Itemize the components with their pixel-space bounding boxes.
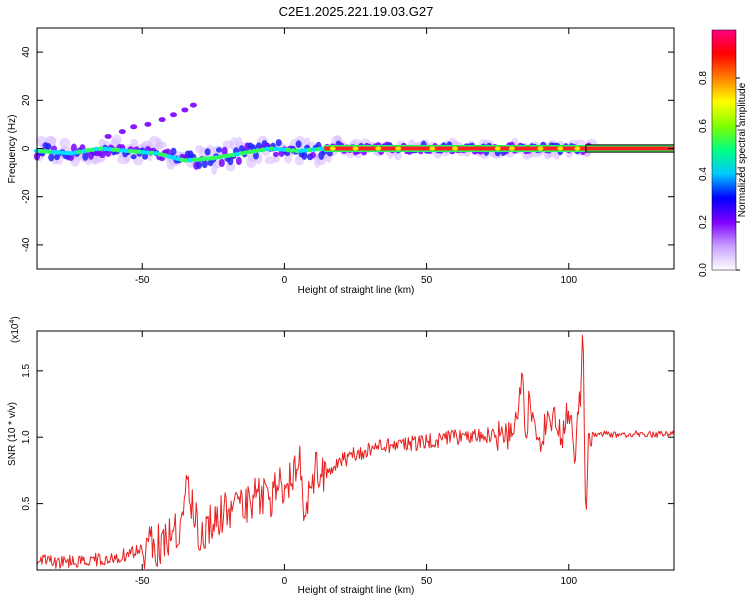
spectrogram-x-axis-label: Height of straight line (km): [298, 285, 415, 296]
spectrogram-ridge-dot: [508, 146, 515, 151]
chart-title: C2E1.2025.221.19.03.G27: [279, 4, 434, 19]
spectrogram-halo: [284, 154, 292, 164]
colorbar-tick-label: 0.8: [698, 71, 709, 85]
snr-series-line: [36, 334, 675, 569]
spectrogram-x-tick-label: 0: [282, 275, 288, 286]
snr-x-tick-label: 0: [282, 576, 288, 587]
colorbar-tick-label: 0.6: [698, 119, 709, 133]
spectrogram-harmonic-point: [104, 133, 112, 139]
colorbar: 0.0 0.2 0.4 0.6 0.8 Normalized spectral ampl…: [698, 29, 748, 277]
spectrogram-harmonic-point: [158, 117, 166, 123]
colorbar-ticks: 0.0 0.2 0.4 0.6 0.8: [698, 71, 740, 277]
snr-y-unit-prefix: (x10: [10, 323, 21, 343]
spectrogram-band: [235, 156, 242, 166]
spectrogram-ridge-dot: [395, 146, 402, 151]
spectrogram-x-tick-label: 50: [421, 275, 433, 286]
spectrogram-harmonic-point: [170, 112, 177, 118]
spectrogram-y-axis-label: Frequency (Hz): [7, 115, 18, 184]
colorbar-tick-label: 0.4: [698, 167, 709, 181]
spectrogram-ridge-dot: [352, 146, 359, 151]
snr-axes: -50 0 50 100 0.5 1.0 1.5: [21, 331, 674, 587]
spectrogram-band: [309, 151, 316, 159]
snr-frame: [36, 330, 675, 571]
colorbar-tick-label: 0.0: [698, 263, 709, 277]
spectrogram-harmonic-point: [181, 107, 189, 113]
spectrogram-band: [51, 145, 58, 152]
spectrogram-band: [82, 151, 89, 161]
spectrogram-y-tick-label: -40: [21, 237, 32, 252]
colorbar-gradient: [711, 29, 737, 271]
spectrogram-band: [295, 140, 302, 149]
spectrogram-band: [164, 148, 171, 155]
spectrogram-band: [216, 147, 222, 153]
spectrogram-halo: [59, 137, 71, 149]
snr-panel: -50 0 50 100 0.5 1.0 1.5 Height of straight li…: [7, 316, 675, 596]
spectrogram-ridge-dot: [537, 146, 544, 151]
spectrogram-x-tick-label: -50: [135, 275, 150, 286]
spectrogram-ridge-dot: [494, 146, 501, 151]
spectrogram-band: [130, 154, 137, 160]
spectrogram-halo: [156, 141, 167, 149]
spectrogram-band: [196, 161, 203, 169]
spectrogram-y-tick-label: 0: [21, 145, 32, 151]
spectrogram-halo: [111, 134, 122, 146]
spectrogram-halo: [225, 162, 236, 172]
spectrogram-ridge-dot: [329, 146, 336, 151]
snr-y-unit-suffix: ): [10, 316, 21, 319]
snr-x-axis-label: Height of straight line (km): [298, 585, 415, 596]
snr-x-tick-label: -50: [135, 576, 150, 587]
spectrogram-band: [99, 151, 106, 159]
spectrogram-y-tick-label: 40: [21, 46, 32, 58]
spectrogram-band: [201, 160, 208, 169]
spectrogram-harmonic-point: [189, 102, 197, 108]
spectrogram-harmonic-point: [144, 121, 152, 127]
spectrogram-band: [227, 156, 234, 166]
spectrogram-halo: [130, 138, 138, 147]
spectrogram-band: [170, 147, 177, 156]
colorbar-tick-label: 0.2: [698, 215, 709, 229]
spectrogram-band: [272, 151, 279, 158]
spectrogram-band: [218, 158, 225, 168]
snr-plot-area: [37, 331, 674, 570]
spectrogram-band: [68, 153, 75, 162]
snr-y-axis-label: SNR (10 * v/v): [7, 402, 18, 466]
spectrogram-band: [48, 153, 55, 162]
spectrogram-band: [252, 151, 259, 160]
snr-x-tick-label: 50: [421, 576, 433, 587]
spectrogram-harmonic-point: [118, 129, 126, 135]
spectrogram-halo: [46, 137, 57, 144]
spectrogram-axes: -50 0 50 100 -40 -20 0 20 40: [21, 28, 674, 286]
spectrogram-band: [45, 142, 52, 150]
spectrogram-halo: [294, 155, 304, 166]
spectrogram-band: [70, 143, 77, 153]
spectrogram-ridge-dot: [375, 146, 382, 151]
snr-y-tick-label: 1.5: [21, 363, 32, 377]
spectrogram-y-tick-label: 20: [21, 94, 32, 106]
spectrogram-ridge-dot: [452, 146, 459, 151]
spectrogram-heatmap: [33, 102, 675, 175]
colorbar-label: Normalized spectral amplitude: [737, 82, 748, 217]
spectrogram-band: [301, 151, 308, 160]
snr-y-tick-label: 0.5: [21, 496, 32, 510]
spectrogram-y-tick-label: -20: [21, 189, 32, 204]
snr-y-unit-exponent: 4: [9, 320, 16, 324]
snr-y-tick-label: 1.0: [21, 430, 32, 444]
spectrogram-halo: [264, 156, 276, 165]
spectrogram-band: [275, 139, 282, 147]
spectrogram-ridge-dot: [574, 146, 581, 151]
snr-x-tick-label: 100: [560, 576, 577, 587]
spectrogram-band: [204, 148, 211, 156]
spectrogram-panel: -50 0 50 100 -40 -20 0 20 40 Height of straight …: [7, 27, 675, 296]
spectrogram-ridge-dot: [557, 146, 564, 151]
spectrogram-band: [221, 146, 228, 156]
spectrogram-harmonic-point: [130, 124, 138, 130]
spectrogram-ridge-dot: [429, 146, 436, 151]
snr-y-unit: (x104): [9, 316, 21, 343]
spectrogram-x-tick-label: 100: [560, 275, 577, 286]
